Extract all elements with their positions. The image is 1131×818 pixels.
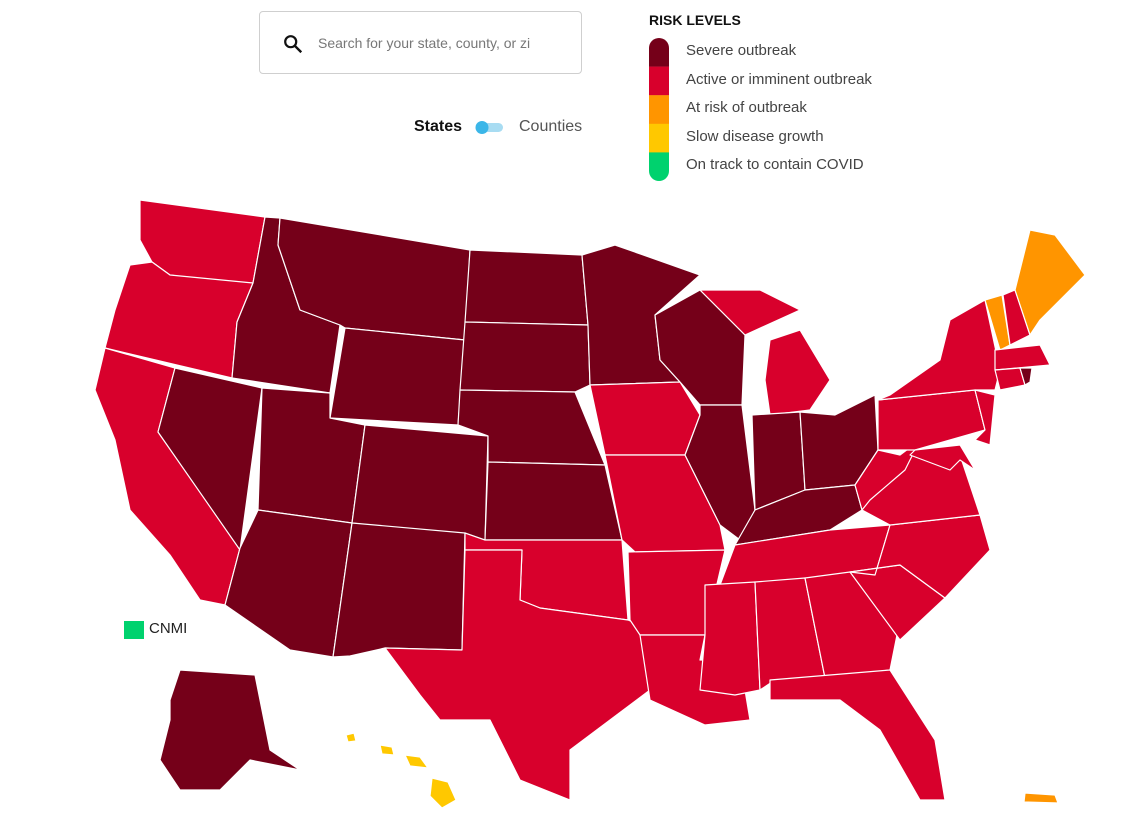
region[interactable] [379, 744, 395, 756]
region[interactable] [429, 777, 457, 809]
view-switch[interactable] [474, 121, 504, 134]
region[interactable] [404, 754, 429, 769]
region[interactable] [684, 404, 756, 541]
region[interactable] [764, 329, 831, 416]
legend-swatch [649, 152, 669, 181]
search-placeholder: Search for your state, county, or zi [318, 35, 531, 51]
swatch [124, 621, 144, 639]
region[interactable] [329, 327, 466, 426]
legend-label: Active or imminent outbreak [686, 70, 872, 88]
region[interactable] [909, 444, 976, 471]
region[interactable] [345, 732, 357, 743]
legend-swatch [649, 123, 669, 153]
legend-swatch [649, 95, 669, 124]
region[interactable] [351, 424, 489, 541]
region[interactable] [974, 389, 996, 446]
region[interactable] [464, 249, 589, 326]
territory-label[interactable]: CNMI [149, 620, 188, 637]
region[interactable] [877, 299, 1001, 401]
region[interactable] [589, 381, 701, 456]
legend-label: At risk of outbreak [686, 99, 807, 117]
toggle-counties[interactable]: Counties [519, 118, 583, 135]
region[interactable] [769, 669, 946, 801]
region[interactable] [384, 549, 651, 801]
region[interactable] [224, 509, 353, 658]
region[interactable] [484, 461, 623, 541]
region[interactable] [459, 321, 591, 393]
toggle-states[interactable]: States [414, 118, 463, 135]
legend-label: Slow disease growth [686, 127, 824, 145]
region[interactable] [1014, 229, 1086, 336]
search-box[interactable]: Search for your state, county, or zi [259, 11, 582, 74]
legend-bar [649, 38, 669, 181]
region[interactable] [877, 389, 986, 451]
region[interactable] [159, 669, 301, 791]
legend-swatch [649, 66, 669, 96]
territory-swatch [124, 621, 144, 639]
region[interactable] [699, 581, 761, 696]
region[interactable] [332, 522, 466, 658]
region[interactable] [699, 289, 801, 336]
region[interactable] [1019, 367, 1033, 386]
legend-title: RISK LEVELS [649, 12, 741, 28]
legend-label: On track to contain COVID [686, 156, 864, 174]
region[interactable] [1023, 792, 1059, 804]
region[interactable] [994, 344, 1051, 371]
legend-label: Severe outbreak [686, 42, 797, 59]
legend-swatch [649, 38, 669, 67]
search-icon [284, 35, 303, 54]
